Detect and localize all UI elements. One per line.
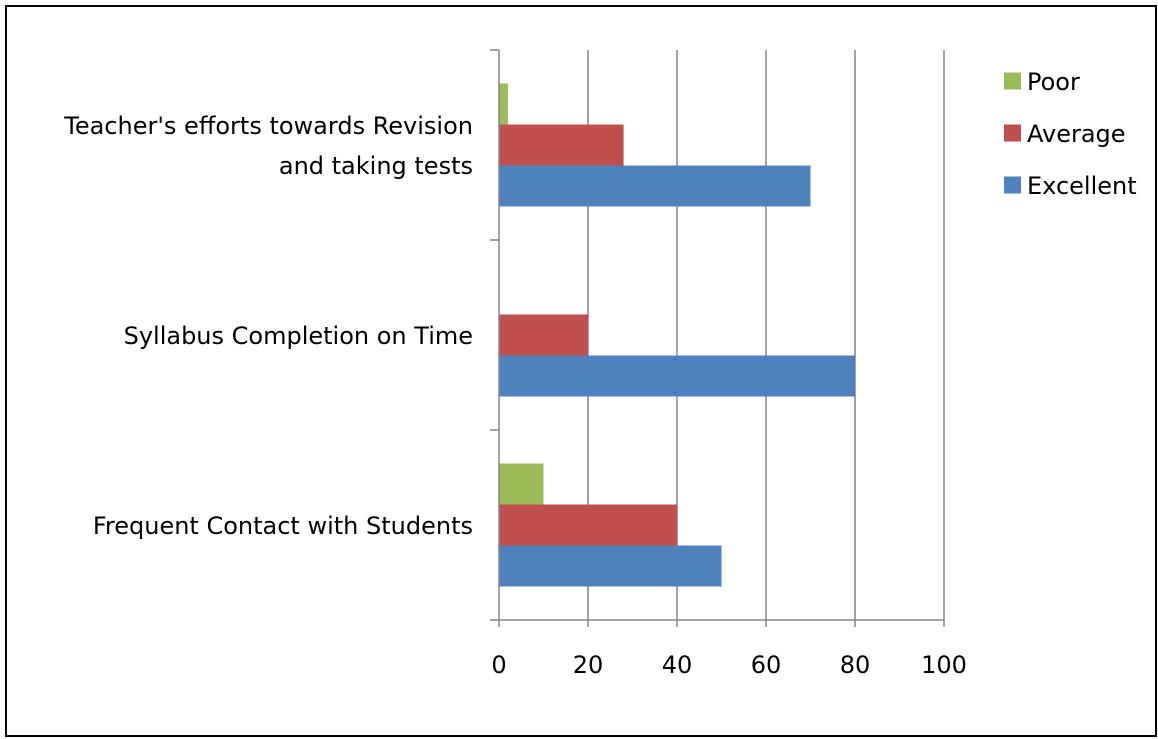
- bar-excellent-2: [499, 165, 811, 207]
- bar-poor-2: [499, 83, 508, 125]
- category-label-line: Frequent Contact with Students: [93, 512, 473, 540]
- legend-swatch-poor: [1004, 72, 1021, 90]
- category-labels: Frequent Contact with Students Syllabus C…: [63, 112, 473, 540]
- bar-excellent-1: [499, 355, 855, 397]
- category-label-2: Teacher's efforts towards Revision and ta…: [63, 112, 473, 180]
- bar-average-0: [499, 504, 677, 546]
- category-label-0: Frequent Contact with Students: [93, 512, 473, 540]
- axes: [490, 49, 945, 627]
- category-label-line: Syllabus Completion on Time: [124, 322, 473, 350]
- legend-swatch-average: [1004, 124, 1021, 142]
- legend-label-poor: Poor: [1027, 68, 1080, 96]
- legend: Poor Average Excellent: [1004, 68, 1137, 200]
- x-tick-label-0: 0: [491, 651, 506, 679]
- bar-excellent-0: [499, 545, 722, 587]
- x-tick-label-20: 20: [573, 651, 604, 679]
- x-tick-label-100: 100: [921, 651, 967, 679]
- bars: [499, 83, 855, 587]
- tick-labels: 0 20 40 60 80 100: [491, 651, 967, 679]
- legend-label-excellent: Excellent: [1027, 172, 1137, 200]
- bar-poor-0: [499, 463, 544, 505]
- legend-swatch-excellent: [1004, 176, 1021, 194]
- x-tick-label-60: 60: [751, 651, 782, 679]
- bar-average-1: [499, 314, 588, 356]
- legend-label-average: Average: [1027, 120, 1126, 148]
- category-label-line: Teacher's efforts towards Revision: [63, 112, 473, 140]
- category-label-1: Syllabus Completion on Time: [124, 322, 473, 350]
- bar-average-2: [499, 124, 624, 166]
- category-label-line: and taking tests: [279, 152, 473, 180]
- x-tick-label-40: 40: [662, 651, 693, 679]
- x-tick-label-80: 80: [840, 651, 871, 679]
